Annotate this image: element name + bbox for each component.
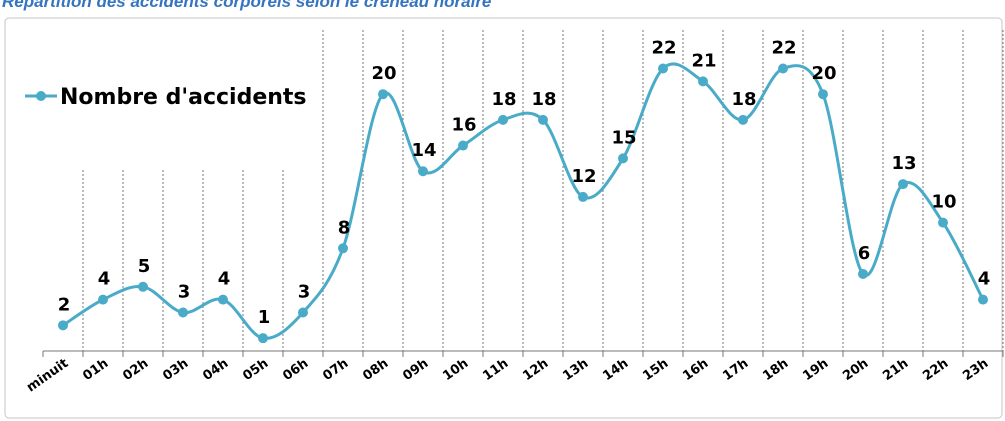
- point: [378, 89, 388, 100]
- data-label: 12: [571, 166, 596, 187]
- point: [698, 76, 708, 87]
- point: [58, 320, 68, 331]
- data-label: 16: [451, 115, 476, 136]
- point: [338, 243, 348, 254]
- point: [258, 333, 268, 344]
- legend-marker: [36, 91, 46, 101]
- data-label: 20: [811, 63, 836, 84]
- point: [418, 166, 428, 177]
- data-label: 3: [298, 281, 311, 302]
- data-label: 18: [731, 89, 756, 110]
- data-label: 4: [218, 269, 231, 290]
- data-label: 10: [931, 192, 956, 213]
- data-label: 18: [491, 89, 516, 110]
- chart-title: Répartition des accidents corporels selo…: [2, 0, 491, 11]
- point: [538, 114, 548, 125]
- point: [138, 281, 148, 292]
- data-label: 22: [651, 38, 676, 59]
- data-label: 13: [891, 153, 916, 174]
- point: [298, 307, 308, 318]
- point: [218, 294, 228, 305]
- data-label: 6: [858, 243, 871, 264]
- point: [858, 268, 868, 279]
- chart-frame: [4, 17, 1003, 419]
- point: [938, 217, 948, 228]
- data-label: 20: [371, 63, 396, 84]
- data-label: 5: [138, 256, 151, 277]
- point: [618, 153, 628, 164]
- point: [98, 294, 108, 305]
- point: [178, 307, 188, 318]
- point: [738, 114, 748, 125]
- data-label: 2: [58, 294, 71, 315]
- data-label: 4: [98, 269, 111, 290]
- point: [898, 179, 908, 190]
- data-label: 3: [178, 281, 191, 302]
- point: [658, 63, 668, 74]
- point: [818, 89, 828, 100]
- data-label: 8: [338, 217, 351, 238]
- data-label: 15: [611, 127, 636, 148]
- point: [498, 114, 508, 125]
- data-label: 18: [531, 89, 556, 110]
- point: [578, 191, 588, 202]
- point: [978, 294, 988, 305]
- data-label: 1: [258, 307, 271, 328]
- data-label: 21: [691, 50, 716, 71]
- point: [458, 140, 468, 151]
- data-label: 14: [411, 140, 436, 161]
- legend-label: Nombre d'accidents: [60, 85, 307, 110]
- legend: Nombre d'accidents: [25, 85, 307, 110]
- data-label: 4: [978, 269, 991, 290]
- data-label: 22: [771, 38, 796, 59]
- point: [778, 63, 788, 74]
